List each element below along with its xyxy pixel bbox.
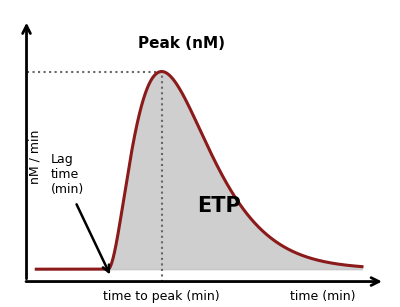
Text: nM / min: nM / min xyxy=(28,130,41,184)
Text: time (min): time (min) xyxy=(290,290,356,303)
Text: Lag
time
(min): Lag time (min) xyxy=(50,153,84,196)
Text: ETP: ETP xyxy=(197,196,240,216)
Text: Peak (nM): Peak (nM) xyxy=(138,36,225,51)
Text: time to peak (min): time to peak (min) xyxy=(103,290,220,303)
